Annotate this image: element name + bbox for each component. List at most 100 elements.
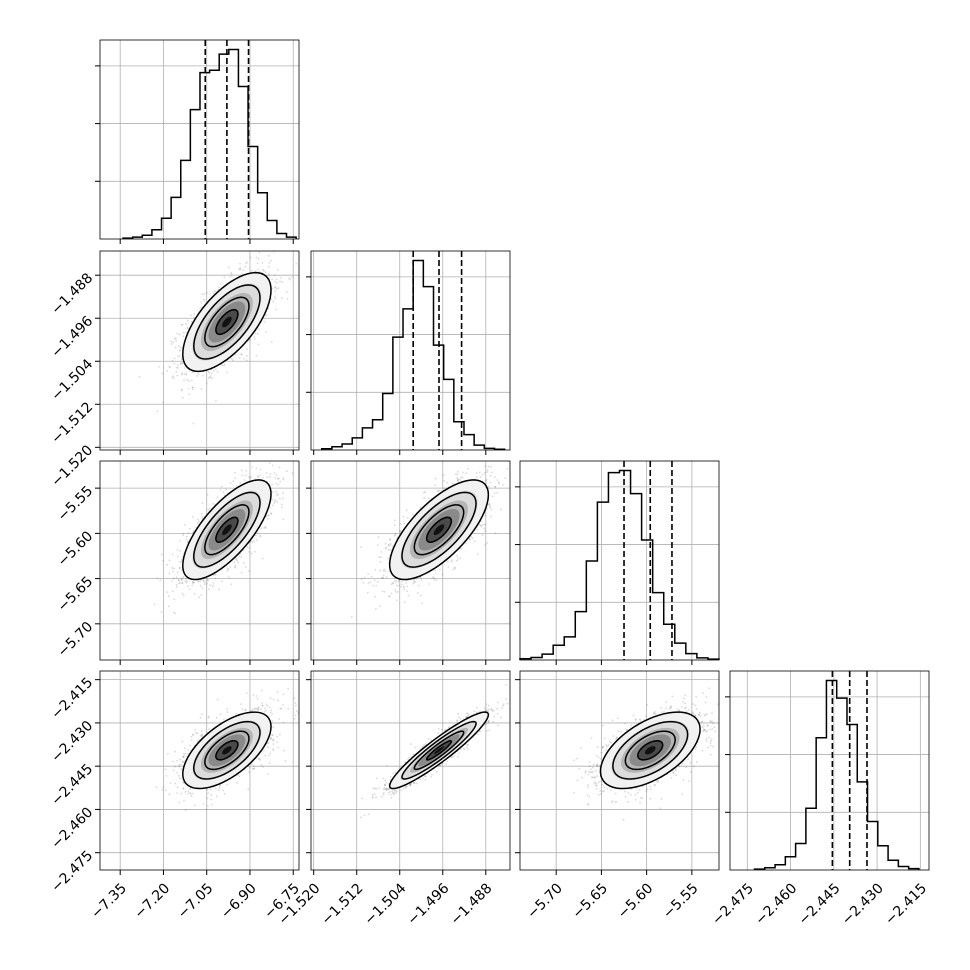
density-content [138, 251, 298, 425]
scatter-point [185, 535, 188, 538]
scatter-point [253, 335, 256, 338]
scatter-point [200, 512, 203, 515]
scatter-point [211, 377, 213, 380]
scatter-point [227, 266, 230, 269]
scatter-point [258, 328, 260, 331]
scatter-point [285, 470, 288, 472]
scatter-point [186, 585, 189, 588]
scatter-point [182, 534, 184, 537]
scatter-point [171, 567, 174, 569]
scatter-point [454, 473, 457, 476]
scatter-point [205, 577, 208, 580]
scatter-point [180, 578, 183, 581]
scatter-point [212, 369, 215, 372]
scatter-point [179, 362, 182, 365]
scatter-point [367, 573, 370, 575]
scatter-point [434, 569, 436, 572]
scatter-point [280, 503, 283, 506]
scatter-point [186, 378, 189, 381]
scatter-point [267, 272, 270, 275]
scatter-point [278, 466, 281, 469]
scatter-point [261, 557, 264, 560]
scatter-point [193, 312, 196, 315]
scatter-point [475, 472, 478, 475]
scatter-point [201, 293, 203, 296]
scatter-point [280, 297, 283, 300]
scatter-point [394, 591, 397, 593]
scatter-point [175, 586, 178, 588]
scatter-point [272, 300, 274, 303]
scatter-point [222, 491, 225, 493]
scatter-point [199, 585, 202, 588]
scatter-point [383, 568, 386, 571]
scatter-point [427, 583, 430, 585]
scatter-point [234, 353, 237, 356]
scatter-point [270, 512, 273, 515]
scatter-point [264, 527, 267, 529]
scatter-point [181, 362, 184, 365]
scatter-point [376, 544, 379, 547]
scatter-point [399, 529, 402, 532]
scatter-point [245, 474, 247, 477]
scatter-point [392, 582, 395, 584]
scatter-point [254, 550, 256, 553]
scatter-point [255, 256, 258, 259]
scatter-point [182, 576, 185, 578]
scatter-point [452, 568, 455, 571]
scatter-point [288, 459, 290, 461]
scatter-point [197, 518, 199, 521]
scatter-point [168, 572, 171, 575]
scatter-point [221, 364, 224, 367]
contour-line [182, 271, 272, 373]
scatter-point [158, 365, 161, 368]
scatter-point [192, 580, 194, 583]
scatter-point [464, 542, 467, 545]
scatter-point [181, 396, 184, 399]
scatter-point [253, 270, 256, 272]
scatter-point [384, 547, 387, 550]
scatter-point [407, 594, 410, 597]
scatter-point [277, 477, 280, 480]
scatter-point [478, 523, 481, 526]
scatter-point [260, 527, 262, 530]
scatter-point [264, 271, 267, 274]
scatter-point [419, 576, 422, 579]
scatter-point [276, 493, 279, 496]
scatter-point [166, 563, 169, 566]
scatter-point [446, 481, 449, 484]
scatter-point [200, 388, 203, 390]
density-panel-1-2 [306, 460, 511, 665]
scatter-point [204, 581, 206, 584]
scatter-point [488, 506, 491, 509]
scatter-point [179, 560, 181, 563]
scatter-point [235, 558, 237, 561]
scatter-point [181, 372, 184, 375]
scatter-point [239, 481, 242, 484]
scatter-point [413, 581, 416, 584]
scatter-point [403, 588, 406, 591]
scatter-point [175, 370, 178, 373]
scatter-point [422, 491, 425, 494]
scatter-point [456, 473, 459, 476]
scatter-point [469, 538, 471, 541]
scatter-point [256, 262, 259, 264]
scatter-point [447, 566, 450, 568]
scatter-point [405, 581, 408, 584]
scatter-point [226, 371, 228, 374]
scatter-point [412, 513, 414, 516]
scatter-point [161, 553, 163, 556]
scatter-point [197, 580, 200, 583]
scatter-point [174, 612, 177, 615]
scatter-point [271, 504, 274, 507]
scatter-point [161, 372, 164, 375]
scatter-point [388, 548, 391, 551]
scatter-point [246, 354, 248, 357]
scatter-point [267, 518, 269, 520]
contour-line [182, 479, 272, 581]
scatter-point [279, 280, 281, 283]
scatter-point [193, 581, 196, 584]
scatter-point [275, 482, 278, 485]
scatter-point [434, 477, 437, 480]
scatter-point [273, 296, 276, 298]
scatter-point [203, 583, 206, 586]
